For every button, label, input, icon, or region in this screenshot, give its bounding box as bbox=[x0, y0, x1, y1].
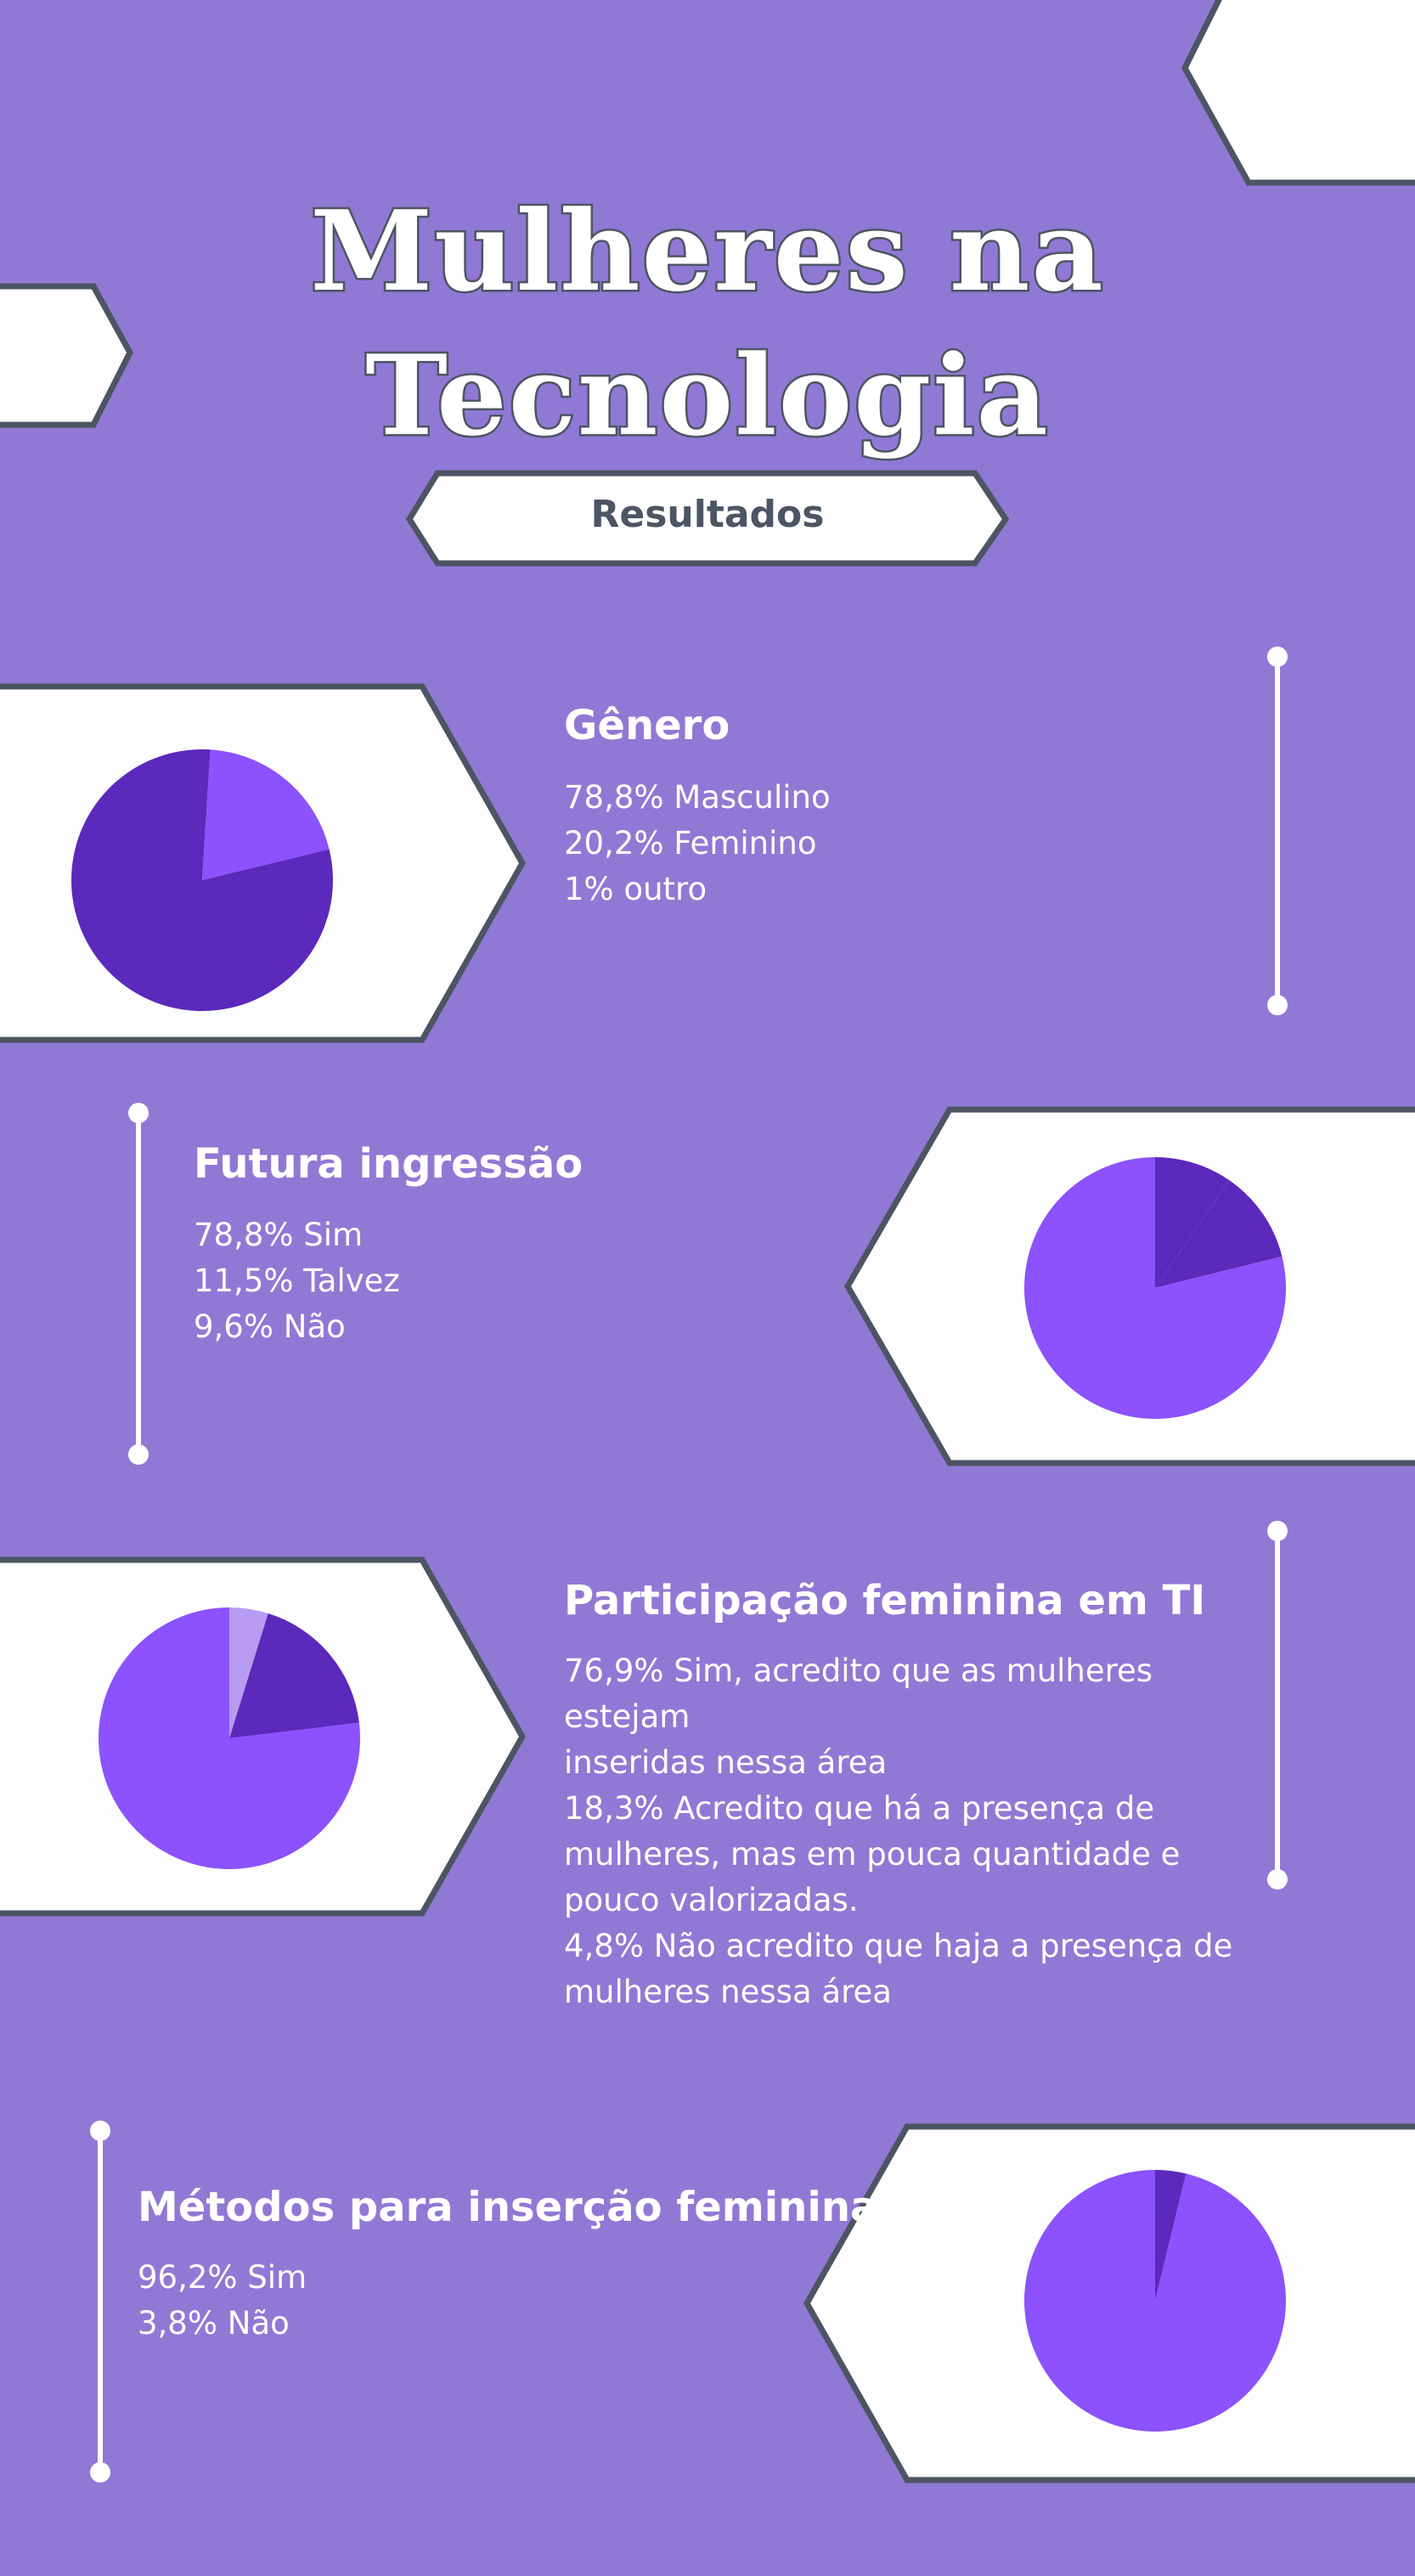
page-subtitle: Resultados bbox=[590, 493, 825, 536]
pie-chart-futura-ingressao bbox=[1024, 1157, 1286, 1419]
pie-slice-não bbox=[229, 1607, 268, 1738]
section-line: mulheres, mas em pouca quantidade e bbox=[564, 1836, 1181, 1873]
section-line: 96,2% Sim bbox=[138, 2259, 307, 2296]
section-line: 3,8% Não bbox=[138, 2305, 290, 2342]
section-title-participacao: Participação feminina em TI bbox=[564, 1577, 1206, 1624]
section-text-participacao: 76,9% Sim, acredito que as mulheres este… bbox=[564, 1648, 1232, 2015]
pie-slice-sim bbox=[1024, 1157, 1286, 1419]
section-title-genero: Gênero bbox=[564, 702, 730, 749]
timeline-bar-4 bbox=[90, 2121, 110, 2483]
pie-slice-outro bbox=[202, 749, 211, 880]
pie-slice-talvez bbox=[1155, 1180, 1283, 1288]
pie-slice-sim bbox=[98, 1607, 360, 1869]
pie-chart-metodos bbox=[1024, 2170, 1286, 2432]
section-line: 78,8% Sim bbox=[194, 1217, 364, 1253]
section-text-metodos: 96,2% Sim 3,8% Não bbox=[138, 2255, 307, 2347]
pie-slice-masculino bbox=[70, 749, 334, 1011]
pie-chart-genero bbox=[70, 749, 334, 1011]
timeline-bar-1 bbox=[1267, 647, 1288, 1015]
pie-slice-sim bbox=[1024, 2170, 1286, 2432]
pie-slice-pouca-quantidade bbox=[229, 1613, 359, 1738]
section-line: estejam bbox=[564, 1698, 691, 1735]
section-line: 20,2% Feminino bbox=[564, 825, 817, 861]
section-line: inseridas nessa área bbox=[564, 1744, 888, 1781]
section-line: 11,5% Talvez bbox=[194, 1263, 400, 1299]
page-title-line-1: Mulheres na bbox=[308, 184, 1105, 319]
pie-slice-não bbox=[1155, 1157, 1230, 1288]
corner-banner-top-right bbox=[1181, 0, 1415, 186]
section-line: pouco valorizadas. bbox=[564, 1882, 859, 1918]
section-title-futura-ingressao: Futura ingressão bbox=[194, 1140, 583, 1188]
section-title-metodos: Métodos para inserção feminina bbox=[138, 2183, 878, 2231]
pie-chart-participacao bbox=[98, 1607, 360, 1869]
section-text-futura-ingressao: 78,8% Sim 11,5% Talvez 9,6% Não bbox=[194, 1212, 400, 1350]
section-line: 1% outro bbox=[564, 871, 708, 907]
pie-slice-feminino bbox=[202, 749, 330, 880]
timeline-bar-3 bbox=[1267, 1521, 1288, 1890]
pie-slice-não bbox=[1155, 2170, 1187, 2301]
section-line: 18,3% Acredito que há a presença de bbox=[564, 1790, 1155, 1827]
side-banner-left bbox=[0, 283, 133, 428]
section-line: 78,8% Masculino bbox=[564, 779, 831, 816]
section-line: 9,6% Não bbox=[194, 1308, 346, 1345]
timeline-bar-2 bbox=[128, 1103, 149, 1465]
section-line: mulheres nessa área bbox=[564, 1974, 892, 2010]
page-title-line-2: Tecnologia bbox=[364, 329, 1051, 463]
section-text-genero: 78,8% Masculino 20,2% Feminino 1% outro bbox=[564, 775, 831, 912]
section-line: 4,8% Não acredito que haja a presença de bbox=[564, 1928, 1233, 1964]
section-line: 76,9% Sim, acredito que as mulheres bbox=[564, 1652, 1153, 1689]
subtitle-banner bbox=[405, 470, 1010, 567]
